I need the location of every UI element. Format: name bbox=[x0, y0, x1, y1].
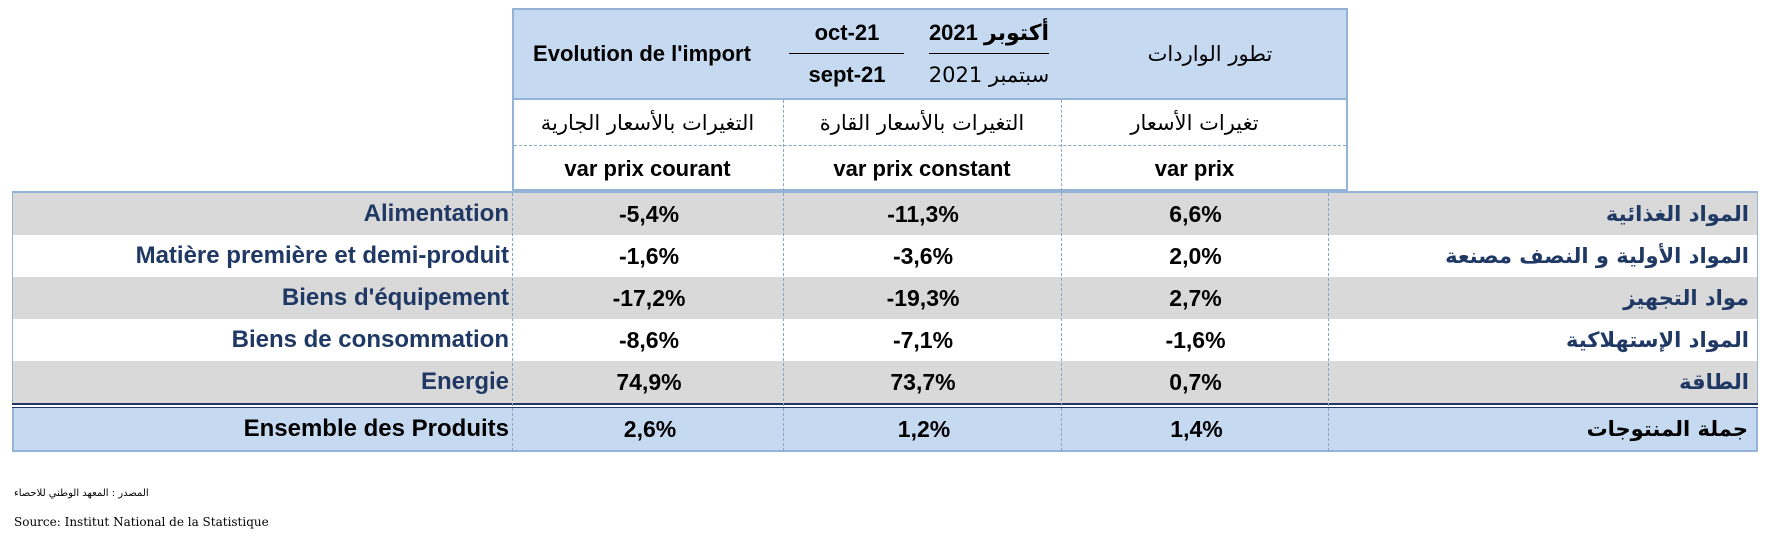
var-price-value: 0,7% bbox=[1169, 368, 1222, 395]
row-label-ar: مواد التجهيز bbox=[1623, 286, 1749, 310]
col-divider-1 bbox=[512, 193, 513, 451]
month-denominator-ar: سبتمبر 2021 bbox=[928, 63, 1050, 87]
var-constant-value: -3,6% bbox=[892, 242, 954, 269]
header-top-band bbox=[512, 8, 1348, 100]
table-row: Energie 74,9% 73,7% 0,7% الطاقة bbox=[13, 361, 1757, 403]
col-price-ar: تغيرات الأسعار bbox=[1130, 110, 1259, 135]
col-constant-fr: var prix constant bbox=[833, 155, 1011, 181]
row-label-ar: الطاقة bbox=[1679, 370, 1749, 394]
month-numerator-ar: أكتوبر 2021 bbox=[928, 20, 1050, 45]
row-label-ar: المواد الأولية و النصف مصنعة bbox=[1445, 244, 1749, 268]
total-separator bbox=[12, 403, 1758, 408]
subheader-divider-h bbox=[514, 145, 1346, 146]
total-var-price: 1,4% bbox=[1170, 415, 1223, 442]
month-numerator-fr: oct-21 bbox=[814, 20, 880, 45]
col-divider-4 bbox=[1328, 193, 1329, 451]
total-var-constant: 1,2% bbox=[897, 415, 951, 442]
var-price-value: -1,6% bbox=[1165, 326, 1226, 353]
source-fr: Source: Institut National de la Statisti… bbox=[14, 515, 269, 529]
evolution-ar-label: تطور الواردات bbox=[1147, 42, 1273, 66]
var-constant-value: 73,7% bbox=[890, 368, 956, 395]
header-bottom-band bbox=[512, 98, 1348, 191]
fraction-line-ar bbox=[929, 53, 1049, 54]
row-label-fr: Energie bbox=[420, 368, 509, 395]
row-label-fr: Biens de consommation bbox=[231, 326, 509, 353]
col-divider-3 bbox=[1061, 193, 1062, 451]
table-row: Biens d'équipement -17,2% -19,3% 2,7% مو… bbox=[13, 277, 1757, 319]
var-price-value: 2,0% bbox=[1169, 242, 1222, 269]
total-label-fr: Ensemble des Produits bbox=[243, 415, 509, 442]
row-label-ar: المواد الإستهلاكية bbox=[1565, 328, 1749, 352]
table-row: Biens de consommation -8,6% -7,1% -1,6% … bbox=[13, 319, 1757, 361]
row-label-fr: Matière première et demi-produit bbox=[135, 242, 509, 269]
evolution-fr-label: Evolution de l'import bbox=[533, 41, 751, 66]
var-current-value: -8,6% bbox=[618, 326, 680, 353]
var-constant-value: -7,1% bbox=[892, 326, 954, 353]
var-price-value: 6,6% bbox=[1169, 200, 1222, 227]
row-label-fr: Biens d'équipement bbox=[281, 284, 509, 311]
header-block: Evolution de l'import oct-21 sept-21 أكت… bbox=[512, 8, 1348, 191]
row-label-fr: Alimentation bbox=[363, 200, 509, 227]
table-row: Alimentation -5,4% -11,3% 6,6% المواد ال… bbox=[13, 193, 1757, 235]
total-label-ar: جملة المنتوجات bbox=[1586, 417, 1748, 441]
col-divider-2 bbox=[783, 193, 784, 451]
row-label-ar: المواد الغذائية bbox=[1605, 202, 1749, 226]
month-denominator-fr: sept-21 bbox=[808, 62, 886, 87]
col-constant-ar: التغيرات بالأسعار القارة bbox=[819, 110, 1025, 135]
var-current-value: -5,4% bbox=[618, 200, 680, 227]
var-current-value: 74,9% bbox=[616, 368, 682, 395]
var-price-value: 2,7% bbox=[1169, 284, 1222, 311]
table-row: Matière première et demi-produit -1,6% -… bbox=[13, 235, 1757, 277]
var-current-value: -1,6% bbox=[618, 242, 680, 269]
col-current-fr: var prix courant bbox=[564, 155, 731, 181]
var-constant-value: -19,3% bbox=[886, 284, 960, 311]
var-current-value: -17,2% bbox=[612, 284, 686, 311]
total-var-current: 2,6% bbox=[623, 415, 677, 442]
fraction-line-fr bbox=[789, 53, 904, 54]
col-current-ar: التغيرات بالأسعار الجارية bbox=[540, 110, 755, 135]
total-row: Ensemble des Produits 2,6% 1,2% 1,4% جمل… bbox=[12, 408, 1758, 452]
var-constant-value: -11,3% bbox=[887, 200, 959, 227]
source-ar: المصدر : المعهد الوطني للاحصاء bbox=[14, 488, 149, 499]
col-price-fr: var prix bbox=[1154, 155, 1235, 181]
